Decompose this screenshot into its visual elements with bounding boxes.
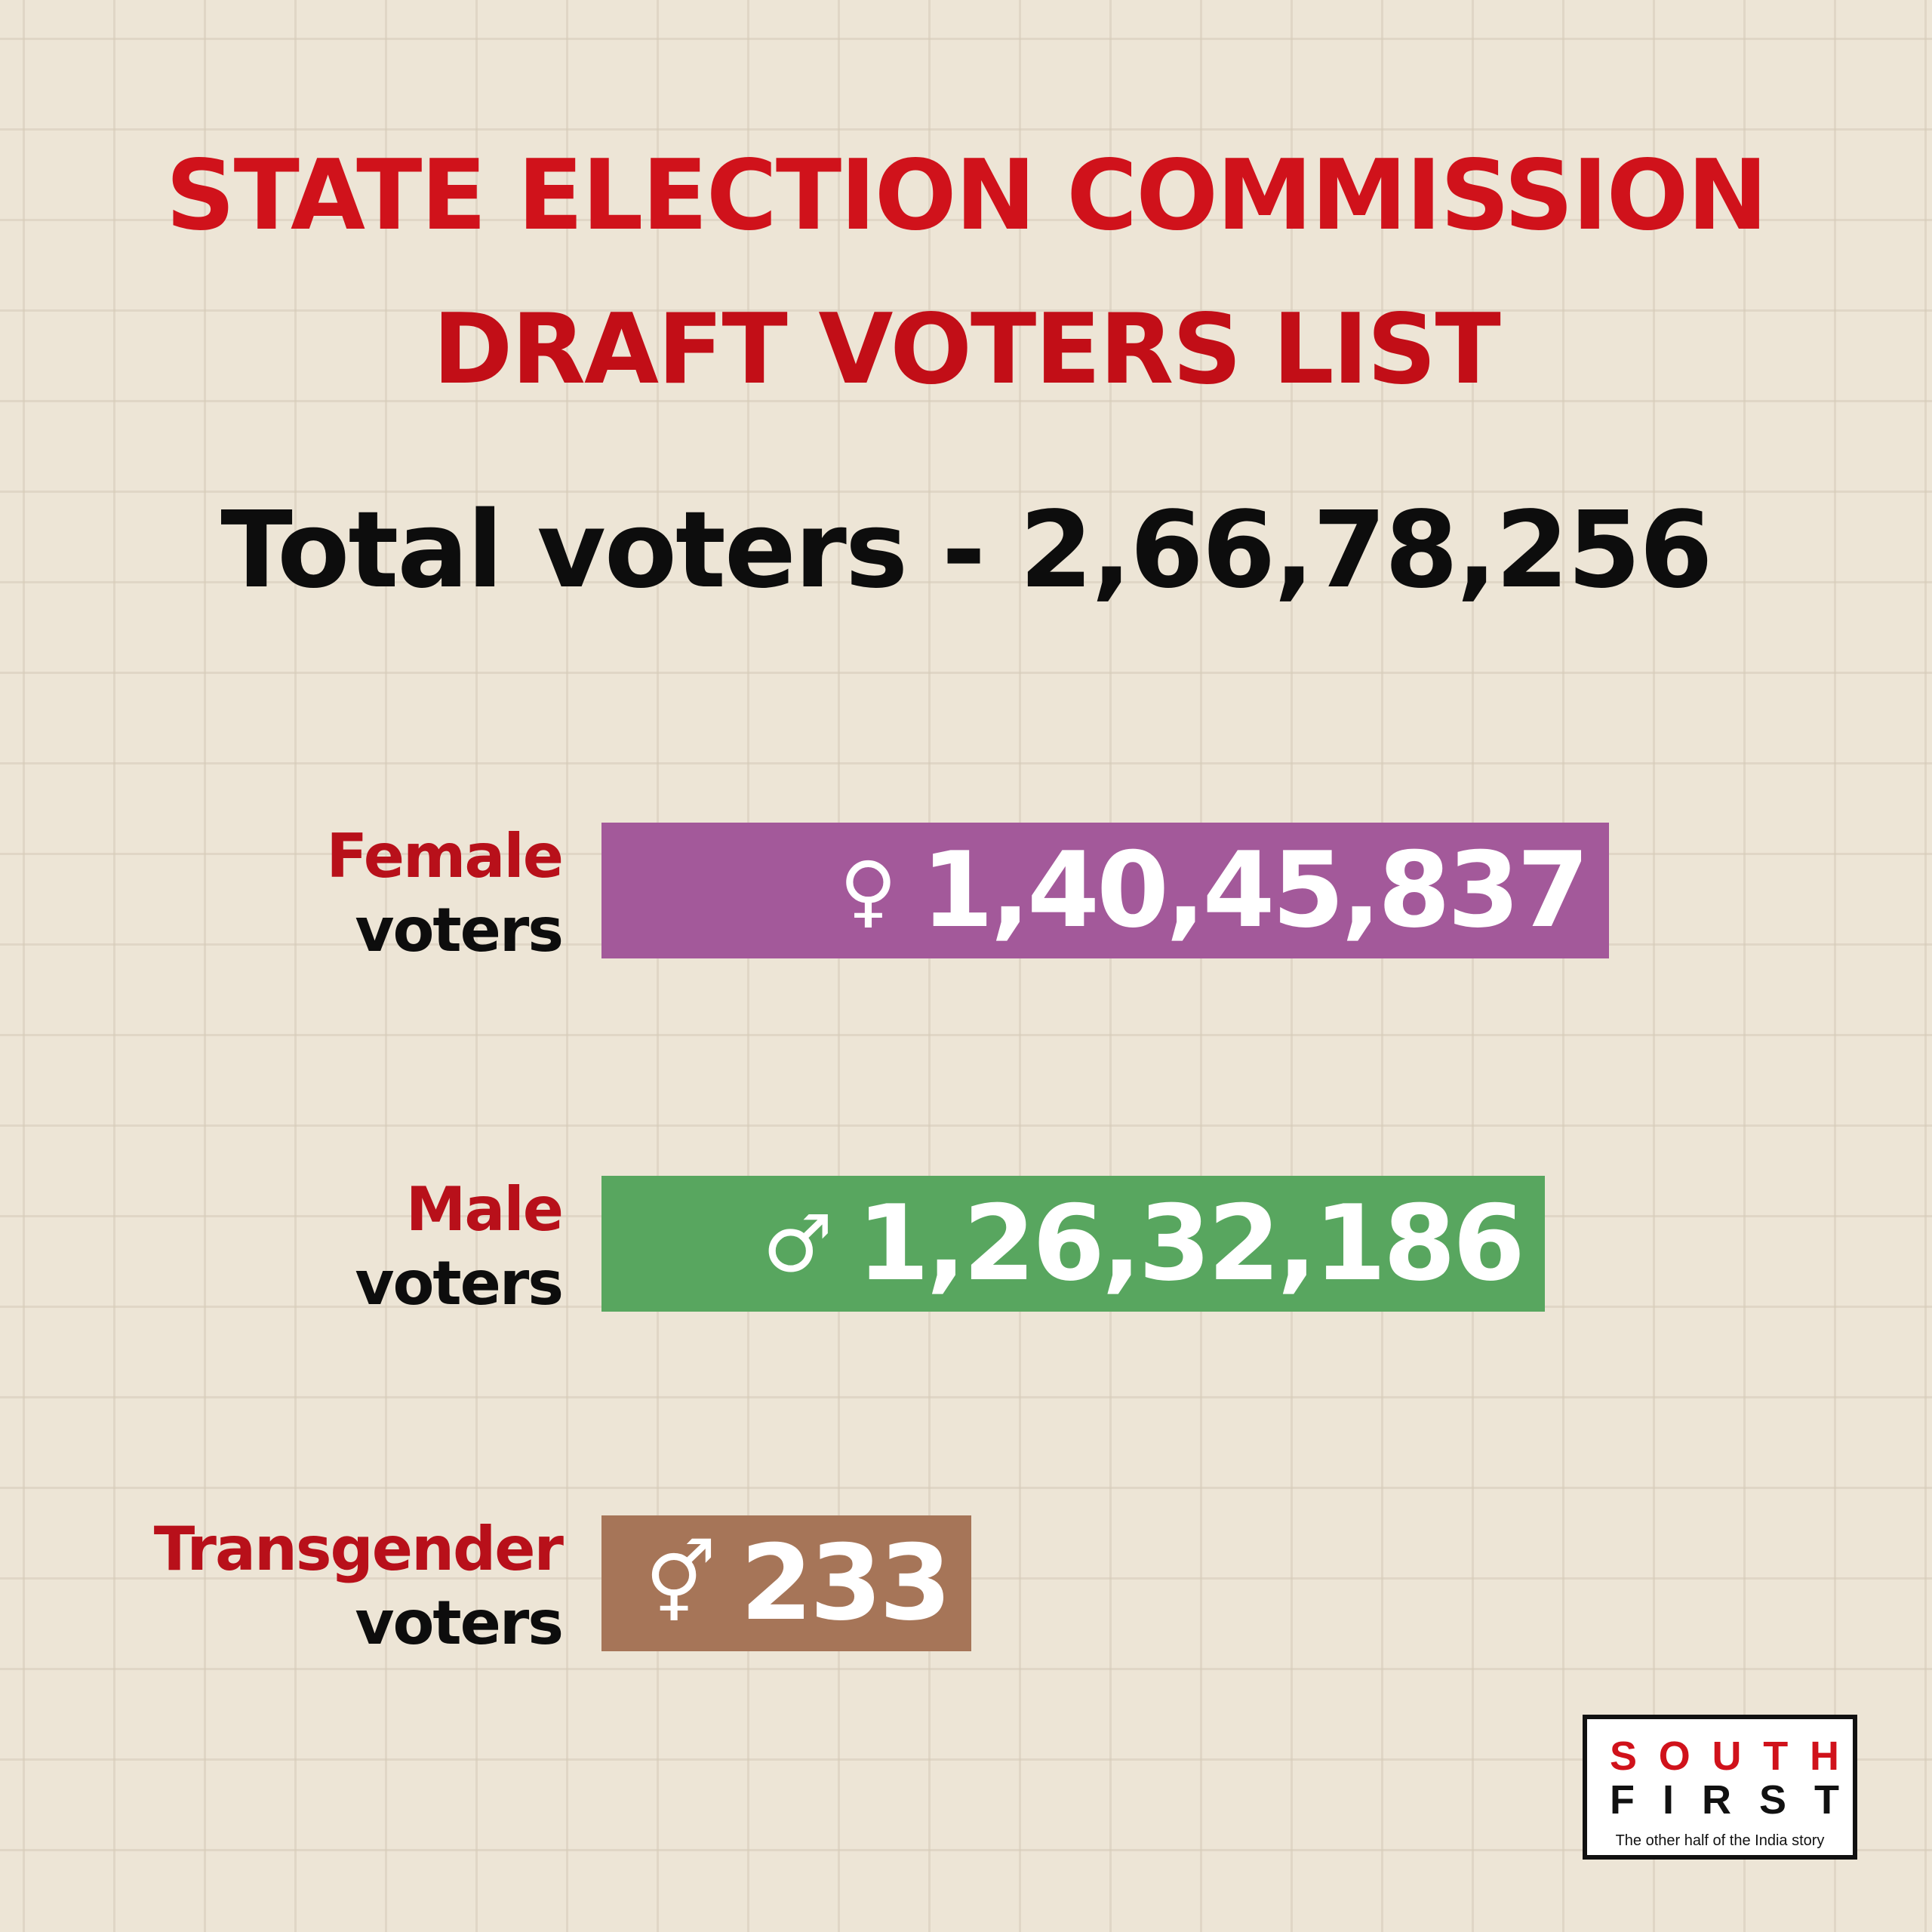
logo-letter: S [1758, 1777, 1786, 1823]
female-label: Female voters [326, 821, 564, 965]
total-voters: Total voters - 2,66,78,256 [220, 489, 1712, 612]
logo-letter: H [1809, 1734, 1839, 1779]
logo-letter: F [1610, 1777, 1635, 1823]
male-symbol-icon: ♂ [762, 1198, 833, 1290]
logo-letter: R [1701, 1777, 1731, 1823]
transgender-symbol-icon: ⚥ [645, 1537, 716, 1629]
logo-letter: O [1658, 1734, 1690, 1779]
female-bar: ♀ 1,40,45,837 [601, 823, 1609, 958]
logo-letter: T [1763, 1734, 1789, 1779]
male-label-top: Male [405, 1174, 564, 1244]
transgender-label: Transgender voters [153, 1514, 564, 1658]
transgender-bar: ⚥ 233 [601, 1515, 971, 1651]
female-label-top: Female [326, 821, 564, 891]
male-value-label: 1,26,32,186 [857, 1183, 1525, 1304]
male-label-bottom: voters [355, 1248, 564, 1318]
title-line-1: STATE ELECTION COMMISSION [165, 140, 1767, 252]
female-label-bottom: voters [355, 895, 564, 965]
transgender-value-label: 233 [740, 1522, 952, 1644]
male-bar: ♂ 1,26,32,186 [601, 1176, 1545, 1312]
transgender-label-bottom: voters [355, 1588, 564, 1658]
female-value-label: 1,40,45,837 [921, 829, 1589, 951]
female-symbol-icon: ♀ [839, 844, 897, 937]
transgender-label-top: Transgender [153, 1514, 564, 1584]
logo-letter: T [1814, 1777, 1839, 1823]
logo-tagline: The other half of the India story [1615, 1832, 1825, 1849]
logo-letter: U [1712, 1734, 1742, 1779]
logo-letter: I [1662, 1777, 1674, 1823]
logo-letter: S [1610, 1734, 1638, 1779]
male-label: Male voters [355, 1174, 564, 1318]
title-line-2: DRAFT VOTERS LIST [432, 294, 1501, 406]
